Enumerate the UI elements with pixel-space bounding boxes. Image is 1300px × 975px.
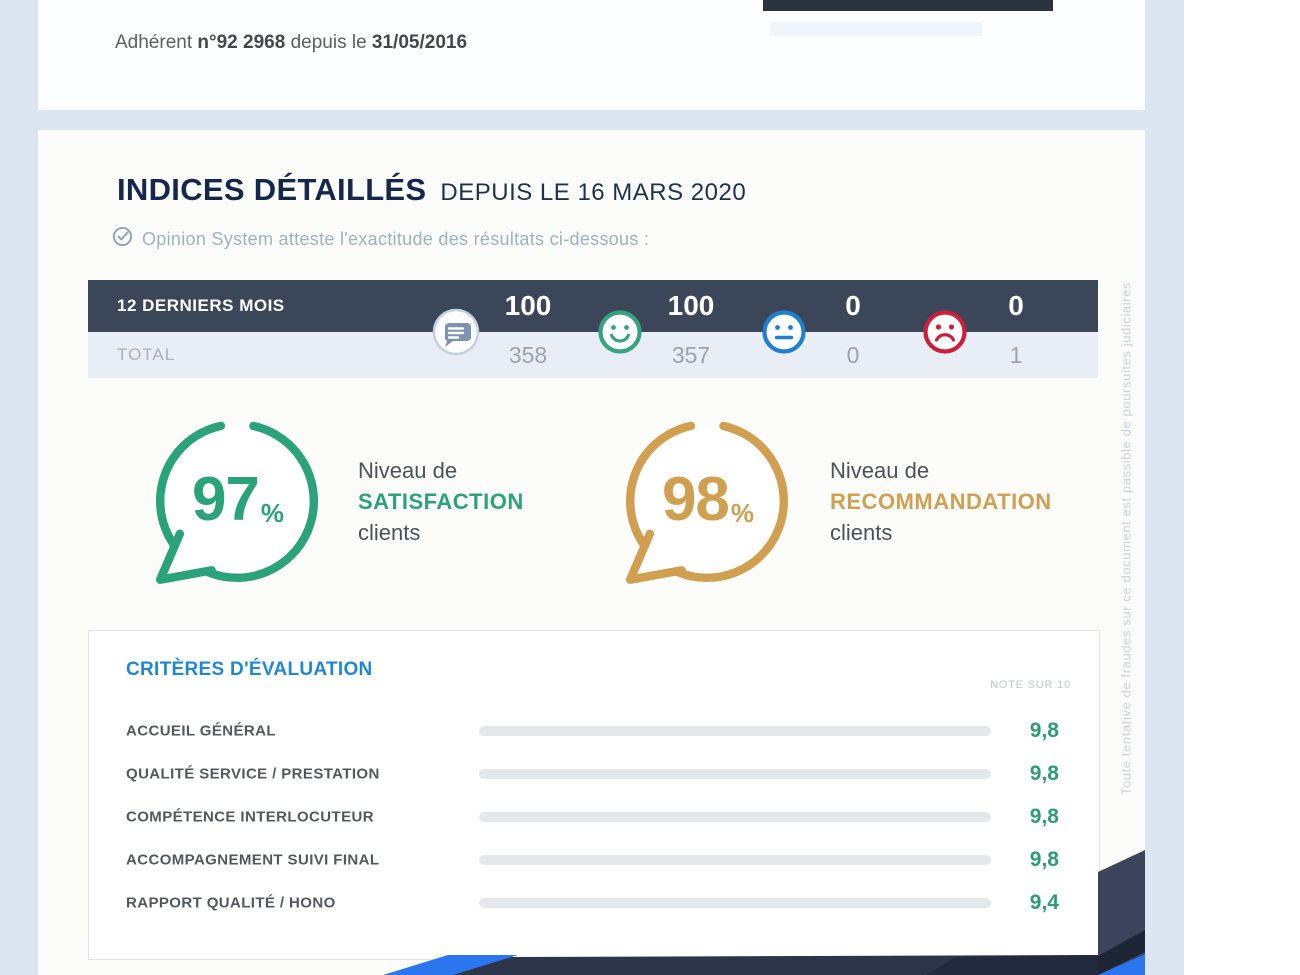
member-prefix: Adhérent xyxy=(115,32,193,53)
sad-face-icon xyxy=(923,310,967,354)
verified-check-icon xyxy=(112,226,133,252)
note-scale-label: NOTE SUR 10 xyxy=(990,679,1071,691)
criteria-row: ACCUEIL GÉNÉRAL 9,8 xyxy=(126,718,1059,742)
satisfaction-value: 97% xyxy=(191,464,285,534)
since-date-label: DEPUIS LE 16 MARS 2020 xyxy=(440,179,747,206)
rating-bar-track xyxy=(479,811,991,822)
rating-value: 9,4 xyxy=(1029,890,1059,914)
criteria-title: CRITÈRES D'ÉVALUATION xyxy=(126,659,373,680)
rating-bar-track xyxy=(479,725,991,736)
rating-value: 9,8 xyxy=(1029,804,1059,828)
total-neutral-value: 0 xyxy=(846,342,860,368)
satisfaction-caption: Niveau de SATISFACTION clients xyxy=(358,458,524,545)
corner-ribbon-decoration xyxy=(1098,850,1145,975)
header-dark-box xyxy=(763,0,1053,11)
member-line: Adhérent n°92 2968 depuis le 31/05/2016 xyxy=(115,32,467,54)
summary-table: 12 DERNIERS MOIS TOTAL 100 100 0 0 358 3… xyxy=(88,280,1098,378)
header-faint-box xyxy=(770,22,982,36)
attestation-row: Opinion System atteste l'exactitude des … xyxy=(112,226,649,252)
rating-value: 9,8 xyxy=(1029,761,1059,785)
fraud-warning-vertical-text: Toute tentative de fraudes sur ce docume… xyxy=(1118,281,1134,796)
rating-value: 9,8 xyxy=(1029,718,1059,742)
rating-bar-track xyxy=(479,854,991,865)
bottom-ribbon-decoration xyxy=(383,955,1098,975)
criteria-row: COMPÉTENCE INTERLOCUTEUR 9,8 xyxy=(126,804,1059,828)
rating-bar-track xyxy=(479,897,991,908)
comments-bubble-icon xyxy=(432,308,480,356)
happy-face-icon xyxy=(598,310,642,354)
satisfaction-bubble-badge: 97% xyxy=(148,412,326,590)
criteria-row: RAPPORT QUALITÉ / HONO 9,4 xyxy=(126,890,1059,914)
rating-value: 9,8 xyxy=(1029,847,1059,871)
recent-months-label: 12 DERNIERS MOIS xyxy=(117,296,285,315)
page-left-band xyxy=(0,0,38,975)
green-speech-bubble-ring xyxy=(155,419,319,584)
recent-satisfied-value: 100 xyxy=(667,290,715,321)
member-middle: depuis le xyxy=(290,32,367,53)
membership-card: Adhérent n°92 2968 depuis le 31/05/2016 xyxy=(38,0,1145,110)
criteria-card: CRITÈRES D'ÉVALUATION NOTE SUR 10 ACCUEI… xyxy=(88,630,1100,960)
criteria-row: QUALITÉ SERVICE / PRESTATION 9,8 xyxy=(126,761,1059,785)
section-title-row: INDICES DÉTAILLÉS DEPUIS LE 16 MARS 2020 xyxy=(117,172,746,208)
criteria-row: ACCOMPAGNEMENT SUIVI FINAL 9,8 xyxy=(126,847,1059,871)
attestation-text: Opinion System atteste l'exactitude des … xyxy=(142,228,650,249)
total-satisfied-value: 357 xyxy=(671,342,711,368)
indices-card: INDICES DÉTAILLÉS DEPUIS LE 16 MARS 2020… xyxy=(38,130,1145,975)
card-separator-band xyxy=(0,110,1145,130)
total-label: TOTAL xyxy=(117,345,176,364)
recent-comments-value: 100 xyxy=(504,290,552,321)
gold-speech-bubble-ring xyxy=(625,419,789,584)
neutral-face-icon xyxy=(762,310,806,354)
page-right-band xyxy=(1145,0,1184,975)
member-number: n°92 2968 xyxy=(197,32,286,53)
recent-neutral-value: 0 xyxy=(845,290,861,321)
total-comments-value: 358 xyxy=(508,342,548,368)
recommendation-bubble-badge: 98% xyxy=(618,412,796,590)
recommendation-caption: Niveau de RECOMMANDATION clients xyxy=(830,458,1052,545)
recommendation-value: 98% xyxy=(661,464,755,534)
page-title: INDICES DÉTAILLÉS xyxy=(117,172,427,207)
recent-dissatisfied-value: 0 xyxy=(1008,290,1024,321)
member-date: 31/05/2016 xyxy=(371,32,468,53)
rating-bar-track xyxy=(479,768,991,779)
total-dissatisfied-value: 1 xyxy=(1009,342,1023,368)
